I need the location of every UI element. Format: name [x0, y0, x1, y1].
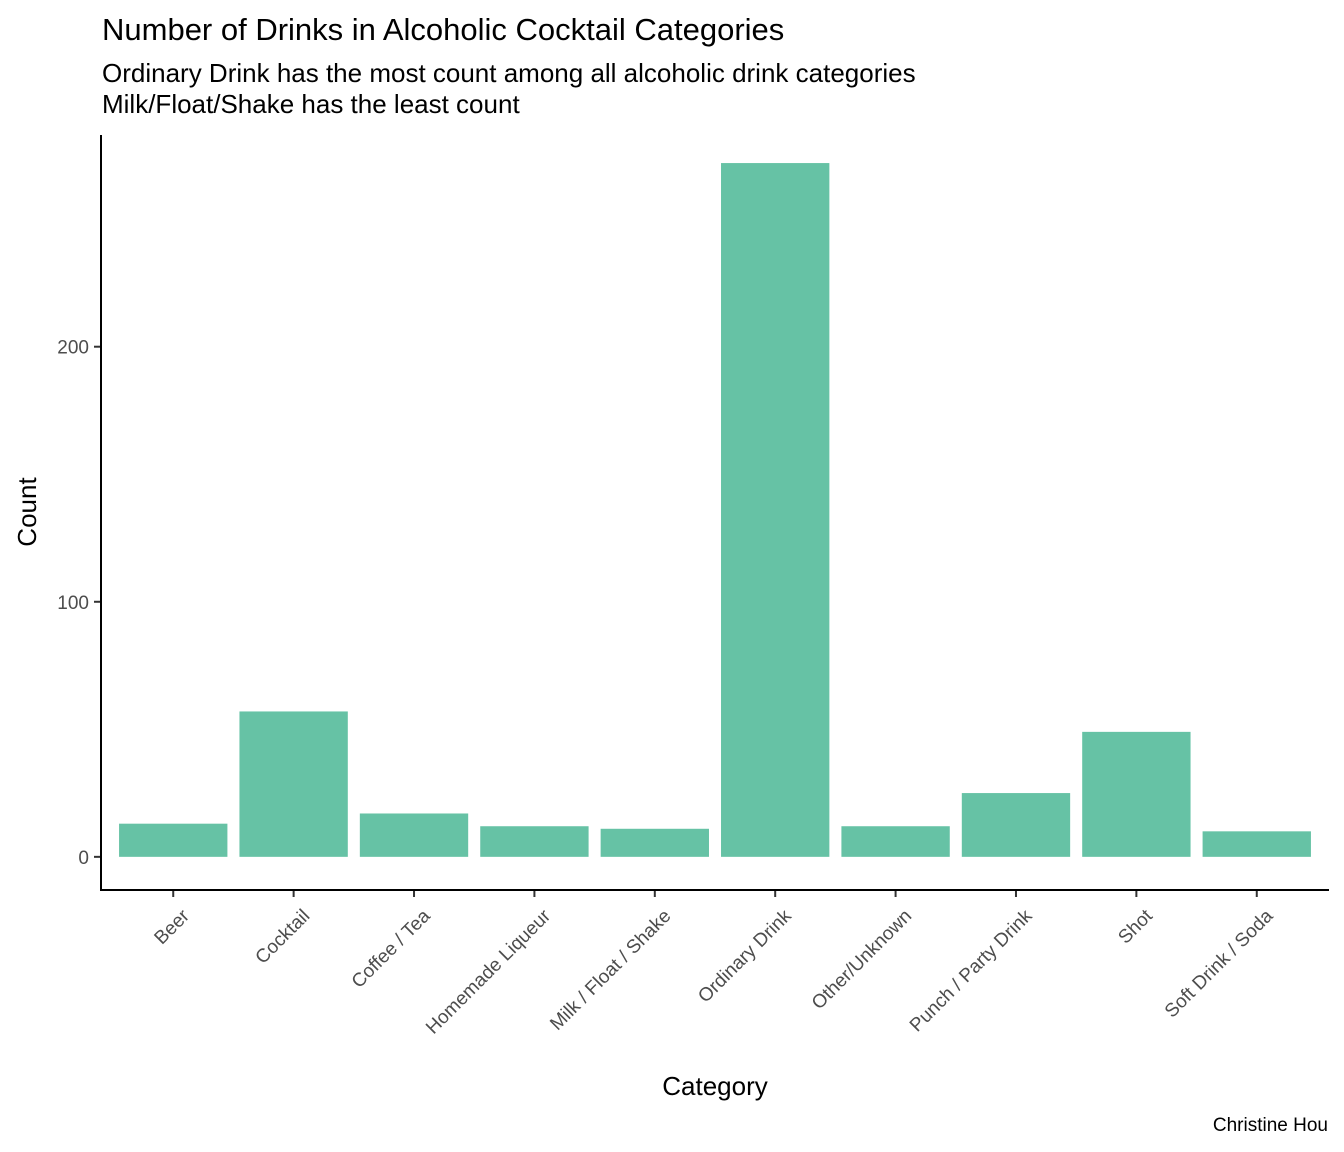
bar-other-unknown	[841, 826, 950, 857]
x-axis-title: Category	[662, 1071, 768, 1101]
chart-subtitle-line-1: Ordinary Drink has the most count among …	[102, 58, 916, 88]
y-tick-label: 200	[57, 338, 89, 359]
bar-shot	[1082, 731, 1191, 857]
bar-coffee-tea	[359, 813, 469, 857]
x-tick-label: Homemade Liqueur	[422, 905, 555, 1038]
bar-milk-float-shake	[600, 828, 709, 857]
y-axis-title: Count	[12, 477, 42, 547]
x-tick-label: Beer	[151, 905, 195, 949]
y-axis-ticks: 0 100 200	[57, 338, 101, 869]
bar-cocktail	[239, 711, 348, 857]
chart-caption: Christine Hou	[1213, 1115, 1328, 1136]
bar-punch-party-drink	[961, 793, 1071, 857]
x-tick-label: Soft Drink / Soda	[1161, 905, 1278, 1022]
x-tick-label: Milk / Float / Shake	[546, 906, 675, 1035]
x-tick-label: Punch / Party Drink	[906, 905, 1037, 1036]
x-tick-label: Shot	[1114, 905, 1157, 948]
chart-title: Number of Drinks in Alcoholic Cocktail C…	[102, 12, 784, 47]
chart-subtitle-line-2: Milk/Float/Shake has the least count	[102, 89, 520, 119]
y-tick-label: 0	[78, 848, 89, 869]
bars-layer	[119, 163, 1311, 857]
bar-ordinary-drink	[721, 163, 830, 857]
x-tick-label: Cocktail	[252, 906, 315, 969]
bar-soft-drink-soda	[1202, 831, 1311, 857]
bar-beer	[119, 823, 228, 857]
x-tick-label: Coffee / Tea	[348, 905, 435, 992]
x-tick-label: Ordinary Drink	[694, 905, 796, 1007]
y-tick-label: 100	[57, 593, 89, 614]
x-tick-label: Other/Unknown	[808, 906, 916, 1014]
bar-homemade-liqueur	[480, 826, 589, 857]
